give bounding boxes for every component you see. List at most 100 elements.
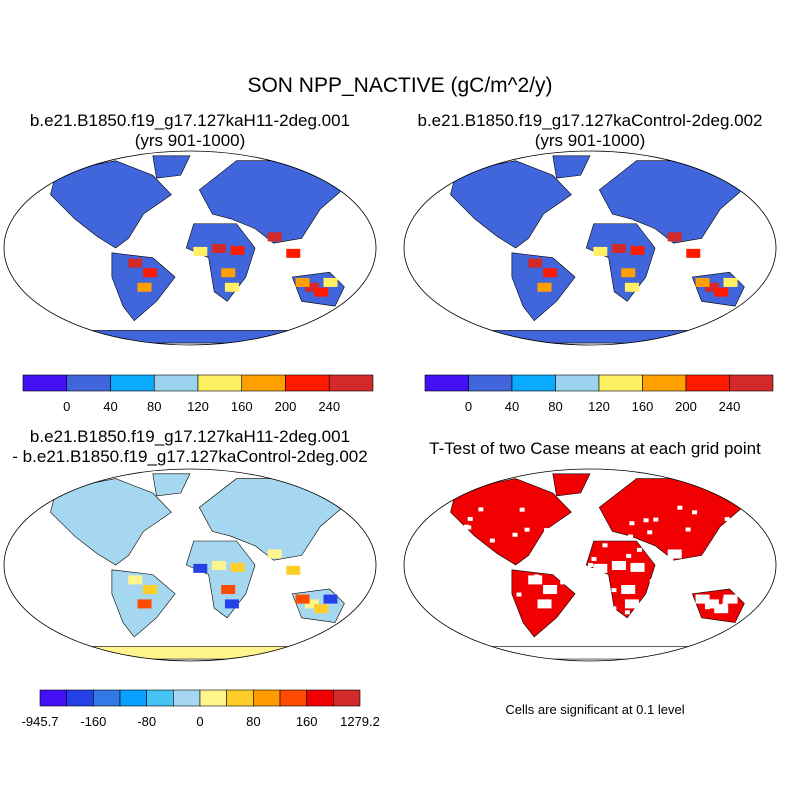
nonsignificant-cell <box>658 610 664 615</box>
colorbar-label: 200 <box>675 399 697 414</box>
land-namerica <box>450 160 572 249</box>
colorbar-box <box>306 689 334 707</box>
nonsignificant-cell <box>488 598 494 603</box>
colorbar-case2: 0 40 80 120 160 200 240 <box>424 374 774 414</box>
grid-cell <box>314 287 329 297</box>
nonsignificant-cell <box>568 550 574 555</box>
nonsignificant-cell <box>544 528 550 533</box>
colorbar-label: 40 <box>505 399 519 414</box>
nonsignificant-cell <box>636 547 642 552</box>
colorbar-box <box>598 374 643 392</box>
colorbar-box <box>197 374 243 392</box>
grid-cell <box>537 282 552 292</box>
land-greenland <box>152 473 191 497</box>
colorbar-box <box>22 374 68 392</box>
land-greenland <box>552 155 591 179</box>
nonsignificant-cell <box>584 604 590 609</box>
colorbar-box <box>468 374 513 392</box>
nonsignificant-cell <box>466 525 472 530</box>
grid-cell <box>723 594 738 604</box>
colorbar-box <box>153 374 199 392</box>
grid-cell <box>224 599 239 609</box>
colorbar-label: 80 <box>548 399 562 414</box>
nonsignificant-cell <box>722 602 728 607</box>
grid-cell <box>695 277 710 287</box>
grid-cell <box>621 585 636 594</box>
colorbar-difference: -945.7 -160 -80 0 80 160 1279.2 <box>22 689 380 729</box>
colorbar-box <box>555 374 600 392</box>
land-greenland <box>552 473 591 497</box>
land-namerica <box>50 160 172 249</box>
colorbar-label: 120 <box>187 399 209 414</box>
nonsignificant-cell <box>523 565 529 570</box>
nonsignificant-cell <box>668 555 674 560</box>
grid-cell <box>221 268 236 278</box>
nonsignificant-cell <box>511 608 517 613</box>
colorbar-box <box>253 689 281 707</box>
colorbar-box <box>285 374 330 392</box>
grid-cell <box>193 246 208 256</box>
grid-cell <box>221 585 236 594</box>
map-border <box>403 150 777 346</box>
grid-cell <box>286 565 301 575</box>
map-panel-3 <box>3 468 377 662</box>
nonsignificant-cell <box>524 527 530 532</box>
nonsignificant-cell <box>626 553 632 558</box>
colorbar-box <box>642 374 687 392</box>
nonsignificant-cell <box>653 517 659 522</box>
nonsignificant-cell <box>629 521 635 526</box>
grid-cell <box>624 599 639 609</box>
colorbar-label: 200 <box>275 399 297 414</box>
nonsignificant-cell <box>472 590 478 595</box>
grid-cell <box>714 604 729 614</box>
nonsignificant-cell <box>705 605 711 610</box>
grid-cell <box>528 575 543 585</box>
colorbar-label: 160 <box>632 399 654 414</box>
colorbar-label: 80 <box>147 399 161 414</box>
grid-cell <box>723 277 738 287</box>
colorbar-label: -945.7 <box>22 714 59 729</box>
panel3-title: b.e21.B1850.f19_g17.127kaH11-2deg.001 <box>29 427 351 446</box>
panel4-title: T-Test of two Case means at each grid po… <box>429 439 761 458</box>
grid-cell <box>528 258 543 268</box>
grid-cell <box>630 245 645 255</box>
grid-cell <box>667 232 682 242</box>
nonsignificant-cell <box>588 563 593 567</box>
colorbar-label: 120 <box>588 399 610 414</box>
colorbar-box <box>424 374 469 392</box>
colorbar-box <box>226 689 254 707</box>
colorbar-label: 0 <box>63 399 70 414</box>
nonsignificant-cell <box>643 518 649 523</box>
panel1-title: b.e21.B1850.f19_g17.127kaH11-2deg.001 <box>29 111 351 130</box>
grid-cell <box>323 594 338 604</box>
nonsignificant-cell <box>591 556 597 561</box>
grid-cell <box>537 599 552 609</box>
grid-cell <box>295 277 310 287</box>
nonsignificant-cell <box>519 507 525 512</box>
map-panel-4 <box>403 468 777 662</box>
colorbar-case1: 0 40 80 120 160 200 240 <box>22 374 374 414</box>
colorbar-label: 240 <box>719 399 741 414</box>
grid-cell <box>621 268 636 278</box>
colorbar-box <box>66 374 111 392</box>
colorbar-label: 0 <box>196 714 203 729</box>
nonsignificant-cell <box>724 517 730 522</box>
grid-cell <box>143 585 158 594</box>
grid-cell <box>630 562 645 572</box>
nonsignificant-cell <box>733 525 739 530</box>
nonsignificant-cell <box>611 606 617 611</box>
grid-cell <box>714 287 729 297</box>
nonsignificant-cell <box>628 534 634 539</box>
grid-cell <box>230 562 245 572</box>
land-africa <box>185 540 256 619</box>
colorbar-box <box>685 374 730 392</box>
colorbar-box <box>110 374 155 392</box>
nonsignificant-cell <box>598 605 604 610</box>
nonsignificant-cell <box>685 527 691 532</box>
grid-cell <box>267 549 282 559</box>
land-africa <box>585 223 656 302</box>
map-border <box>3 150 377 346</box>
colorbar-box <box>241 374 286 392</box>
